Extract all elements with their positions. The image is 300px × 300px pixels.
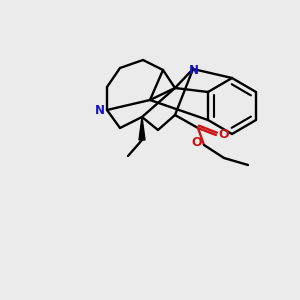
- Text: O: O: [192, 136, 202, 149]
- Text: N: N: [189, 64, 199, 76]
- Text: N: N: [95, 103, 105, 116]
- Polygon shape: [139, 117, 145, 140]
- Text: O: O: [219, 128, 229, 142]
